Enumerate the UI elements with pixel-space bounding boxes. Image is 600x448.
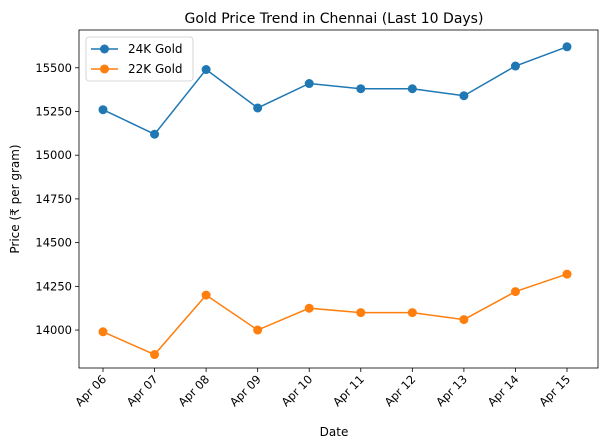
x-axis-label: Date	[320, 425, 349, 439]
data-point	[304, 303, 314, 313]
x-tick-label: Apr 11	[330, 372, 367, 409]
series-line-22k	[102, 273, 568, 356]
data-point	[562, 42, 572, 52]
data-point	[150, 129, 160, 139]
y-tick-label: 15250	[35, 104, 72, 118]
legend-label: 24K Gold	[128, 42, 183, 56]
data-point	[253, 103, 263, 113]
legend-box	[85, 36, 194, 82]
x-tick-label: Apr 14	[485, 372, 522, 409]
x-tick-label: Apr 10	[278, 372, 315, 409]
x-tick-label: Apr 13	[433, 372, 470, 409]
y-tick-label: 14500	[35, 236, 72, 250]
chart-title: Gold Price Trend in Chennai (Last 10 Day…	[185, 11, 484, 27]
data-point	[459, 91, 469, 101]
y-tick-label: 14000	[35, 323, 72, 337]
data-point	[356, 84, 366, 94]
data-point	[150, 350, 160, 360]
y-tick-label: 15000	[35, 148, 72, 162]
series-line-24k	[102, 46, 568, 136]
data-point	[253, 325, 263, 335]
x-tick-label: Apr 06	[72, 372, 109, 409]
data-point	[98, 105, 108, 115]
data-point	[510, 287, 520, 297]
x-tick-label: Apr 08	[175, 372, 212, 409]
data-point	[304, 79, 314, 89]
x-tick-label: Apr 15	[536, 372, 573, 409]
y-tick-label: 14250	[35, 279, 72, 293]
y-tick-label: 14750	[35, 192, 72, 206]
y-axis-label: Price (₹ per gram)	[8, 144, 22, 253]
x-tick-label: Apr 07	[124, 372, 161, 409]
data-point	[562, 269, 572, 279]
data-point	[510, 61, 520, 71]
y-tick-label: 15500	[35, 61, 72, 75]
data-point	[459, 315, 469, 325]
legend-marker	[100, 44, 109, 54]
legend-label: 22K Gold	[128, 62, 183, 76]
data-point	[201, 290, 211, 300]
x-tick-label: Apr 12	[382, 372, 419, 409]
data-point	[98, 327, 108, 337]
legend: 24K Gold 22K Gold	[85, 36, 194, 82]
data-point	[201, 65, 211, 75]
x-tick-label: Apr 09	[227, 372, 264, 409]
data-point	[407, 308, 417, 318]
legend-marker	[100, 64, 109, 74]
data-point	[407, 84, 417, 94]
data-point	[356, 308, 366, 318]
